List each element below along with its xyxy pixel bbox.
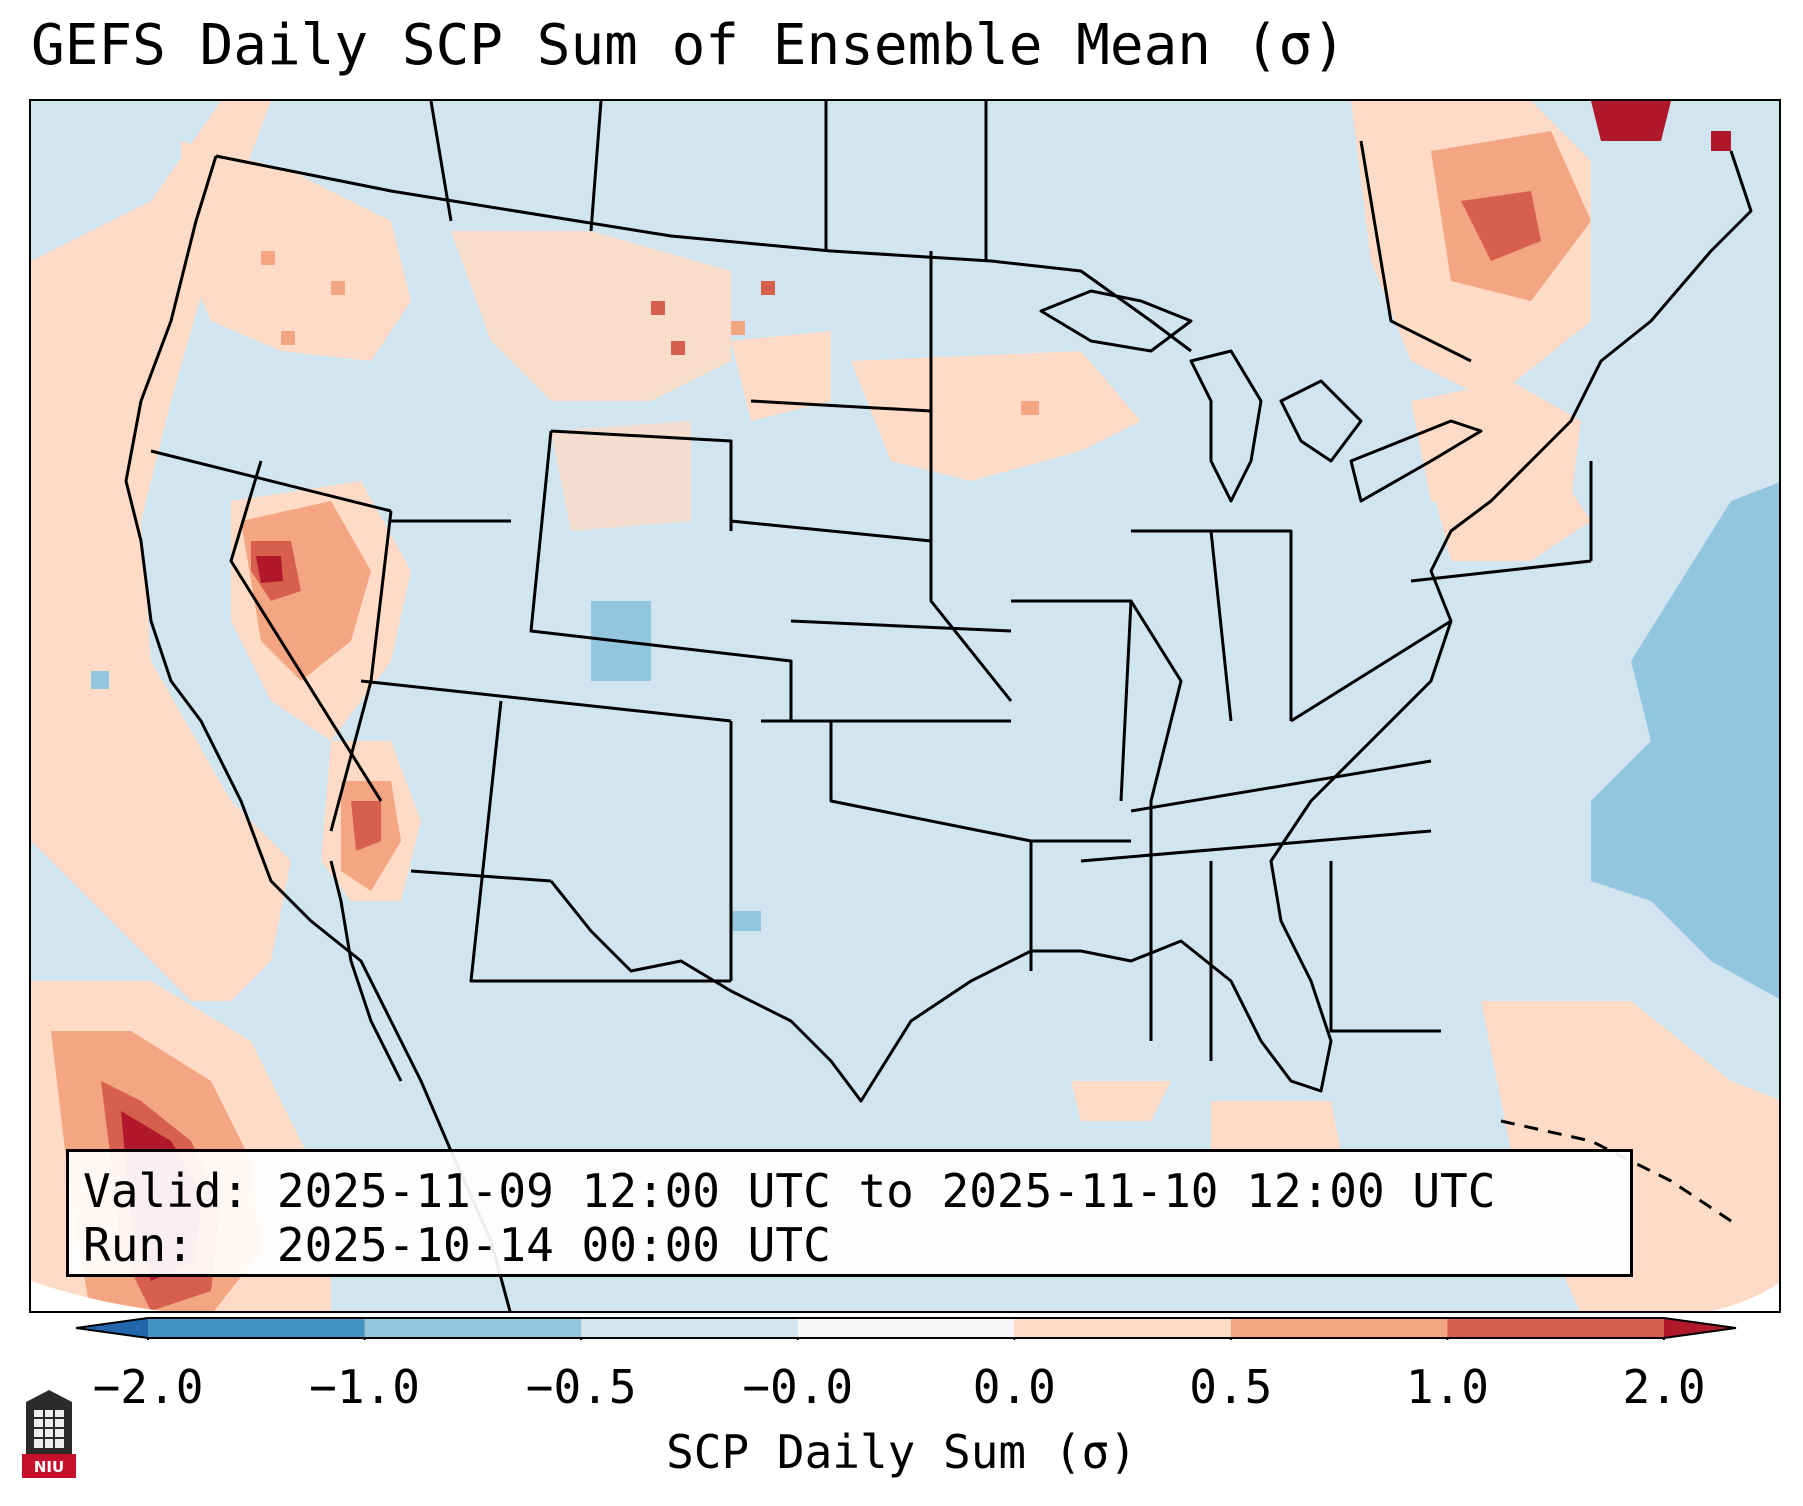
colorbar-bin-6 <box>1447 1318 1665 1338</box>
colorbar-tick-label: −1.0 <box>309 1360 420 1414</box>
colorbar-label: SCP Daily Sum (σ) <box>666 1425 1137 1479</box>
map-panel[interactable] <box>29 99 1781 1313</box>
colorbar-bin-3 <box>797 1318 1015 1338</box>
chart-title: GEFS Daily SCP Sum of Ensemble Mean (σ) <box>31 13 1346 78</box>
colorbar-bin-5 <box>1230 1318 1448 1338</box>
coastlines-and-borders <box>124 101 1753 1311</box>
colorbar-tick-label: 2.0 <box>1622 1360 1706 1414</box>
colorbar-tick-label: −2.0 <box>92 1360 204 1414</box>
colorbar-tick-label: −0.5 <box>525 1360 637 1414</box>
run-time: 2025-10-14 00:00 UTC <box>276 1218 831 1272</box>
colorbar <box>75 1317 1737 1340</box>
colorbar-bin-2 <box>581 1318 799 1338</box>
projection-edge-right <box>1710 1283 1779 1311</box>
colorbar-tick-label: 0.5 <box>1189 1360 1273 1414</box>
anomaly-patches <box>31 101 1779 1311</box>
projection-edge-left <box>31 1281 163 1311</box>
colorbar-bin-0 <box>148 1318 366 1338</box>
colorbar-under-extension <box>76 1318 148 1338</box>
colorbar-over-extension <box>1664 1318 1736 1338</box>
niu-logo: NIU <box>22 1390 76 1478</box>
colorbar-bin-4 <box>1014 1318 1232 1338</box>
valid-time-range: 2025-11-09 12:00 UTC to 2025-11-10 12:00… <box>276 1164 1496 1218</box>
logo-text: NIU <box>34 1458 64 1476</box>
valid-label: Valid: <box>83 1164 250 1218</box>
map-canvas <box>31 101 1779 1311</box>
colorbar-tick-label: 1.0 <box>1405 1360 1489 1414</box>
colorbar-tick-label: 0.0 <box>972 1360 1056 1414</box>
colorbar-tick-label: −0.0 <box>742 1360 854 1414</box>
valid-run-info-box: Valid: 2025-11-09 12:00 UTC to 2025-11-1… <box>66 1149 1633 1277</box>
run-label: Run: <box>83 1218 194 1272</box>
colorbar-bin-1 <box>364 1318 582 1338</box>
